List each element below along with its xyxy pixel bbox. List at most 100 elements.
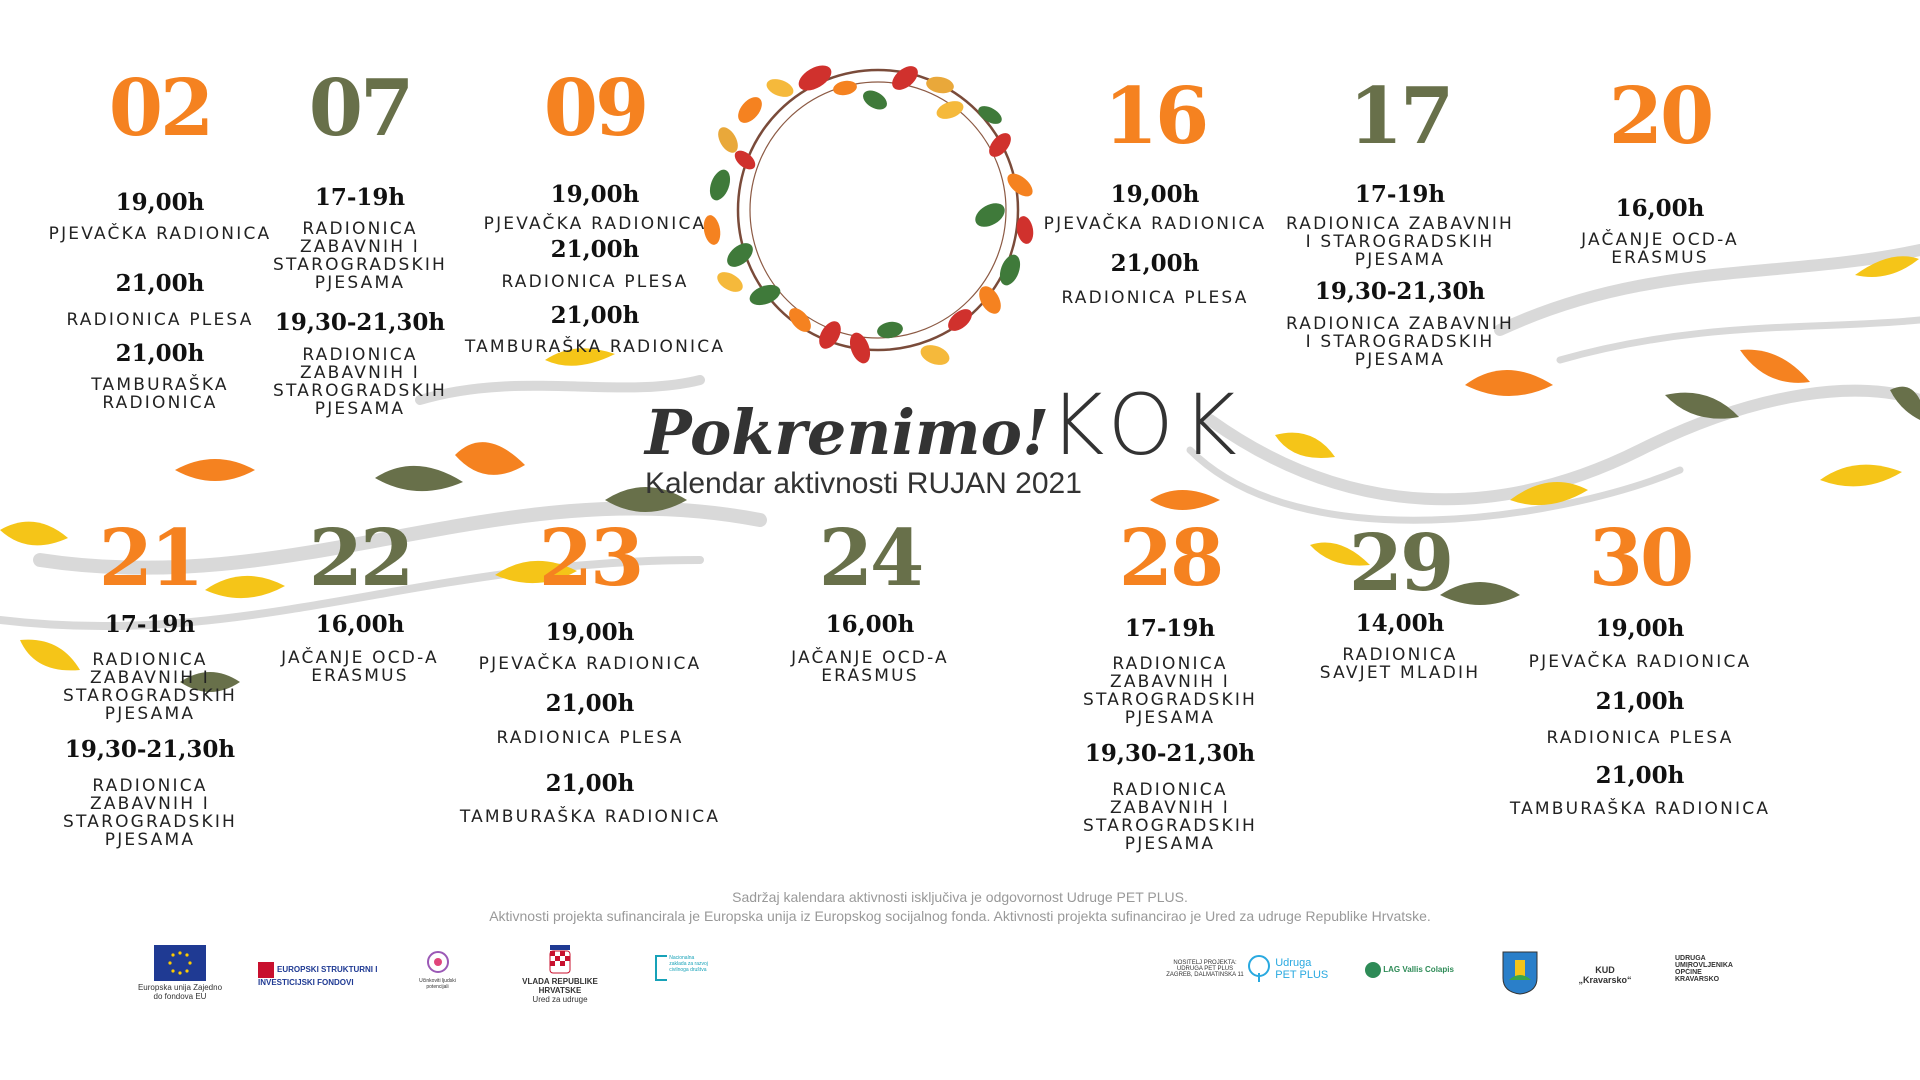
disclaimer-line-2: Aktivnosti projekta sufinancirala je Eur… xyxy=(489,908,1431,924)
activity: RADIONICA ZABAVNIH I STAROGRADSKIH PJESA… xyxy=(1285,313,1515,370)
day-24: 24 16,00h JAČANJE OCD-A ERASMUS xyxy=(770,513,970,687)
activity: PJEVAČKA RADIONICA xyxy=(1043,214,1267,235)
day-20: 20 16,00h JAČANJE OCD-A ERASMUS xyxy=(1560,71,1760,269)
activity: JAČANJE OCD-A ERASMUS xyxy=(1581,230,1739,269)
time: 17-19h xyxy=(1354,181,1446,208)
day-number: 30 xyxy=(1588,513,1695,604)
umirovljenici-logo: UDRUGA UMIROVLJENIKA OPĆINE KRAVARSKO xyxy=(1675,955,1733,983)
disclaimer-line-1: Sadržaj kalendara aktivnosti isključiva … xyxy=(732,889,1188,905)
time: 19,30-21,30h xyxy=(64,736,236,764)
activity: PJEVAČKA RADIONICA xyxy=(48,224,272,245)
day-number: 29 xyxy=(1348,518,1455,609)
lag-logo: LAG Vallis Colapis xyxy=(1365,962,1465,978)
tree-icon xyxy=(1248,955,1270,982)
zaklada-logo-text: Nacionalna zaklada za razvoj civilnoga d… xyxy=(669,955,708,973)
day-23: 23 19,00h PJEVAČKA RADIONICA 21,00h RADI… xyxy=(455,520,725,826)
time: 17-19h xyxy=(104,611,196,638)
time: 19,00h xyxy=(545,619,635,646)
disclaimer: Sadržaj kalendara aktivnosti isključiva … xyxy=(300,888,1620,926)
vlada-logo-text: VLADA REPUBLIKE HRVATSKE xyxy=(522,977,598,995)
lag-icon xyxy=(1365,962,1381,978)
zaklada-icon xyxy=(655,955,667,981)
day-21: 21 17-19h RADIONICA ZABAVNIH I STAROGRAD… xyxy=(50,520,250,849)
activity: PJEVAČKA RADIONICA xyxy=(478,654,702,675)
activity: RADIONICA PLESA xyxy=(496,727,684,748)
time: 14,00h xyxy=(1355,610,1445,637)
esf-logo-text: Učinkoviti ljudski potencijali xyxy=(419,978,456,990)
eu-flag-icon xyxy=(154,945,206,981)
activity: TAMBURAŠKA RADIONICA xyxy=(1509,798,1771,819)
eu-logo: Europska unija Zajedno do fondova EU xyxy=(135,945,225,1001)
crest-icon xyxy=(1502,951,1538,995)
day-number: 22 xyxy=(308,513,415,604)
activity: RADIONICA PLESA xyxy=(501,271,689,292)
day-number: 24 xyxy=(818,513,925,604)
time: 19,00h xyxy=(115,189,205,216)
activity: RADIONICA ZABAVNIH I STAROGRADSKIH PJESA… xyxy=(1285,214,1515,271)
time: 21,00h xyxy=(1595,688,1685,716)
calendar-subtitle: Kalendar aktivnosti RUJAN 2021 xyxy=(645,467,1082,500)
activity: PJEVAČKA RADIONICA xyxy=(483,214,707,235)
time: 19,00h xyxy=(1595,615,1685,642)
day-number: 02 xyxy=(108,63,215,154)
activity: RADIONICA ZABAVNIH I STAROGRADSKIH PJESA… xyxy=(62,650,238,725)
time: 21,00h xyxy=(550,301,640,329)
esif-logo-text: EUROPSKI STRUKTURNI I INVESTICIJSKI FOND… xyxy=(258,965,378,987)
municipality-crest xyxy=(1500,950,1540,998)
activity: RADIONICA ZABAVNIH I STAROGRADSKIH PJESA… xyxy=(272,219,448,294)
croatian-coat-of-arms-icon xyxy=(549,945,571,974)
brand-name: Pokrenimo! xyxy=(645,396,1050,469)
activity: RADIONICA SAVJET MLADIH xyxy=(1319,645,1481,684)
day-number: 16 xyxy=(1103,71,1210,162)
time: 21,00h xyxy=(1595,761,1685,789)
pet-plus-logo: Udruga PET PLUS xyxy=(1245,955,1335,983)
activity: RADIONICA ZABAVNIH I STAROGRADSKIH PJESA… xyxy=(1082,654,1258,729)
time: 16,00h xyxy=(825,611,915,638)
day-number: 17 xyxy=(1348,71,1455,162)
pet-plus-logo-text: Udruga PET PLUS xyxy=(1275,957,1329,981)
nositelj-text: NOSITELJ PROJEKTA: UDRUGA PET PLUS ZAGRE… xyxy=(1166,960,1244,978)
activity: TAMBURAŠKA RADIONICA xyxy=(464,336,726,357)
time: 19,30-21,30h xyxy=(1084,740,1256,768)
activity: PJEVAČKA RADIONICA xyxy=(1528,652,1752,673)
day-22: 22 16,00h JAČANJE OCD-A ERASMUS xyxy=(255,513,465,686)
brand-kok: KOK xyxy=(1049,376,1245,474)
eu-logo-text: Europska unija Zajedno do fondova EU xyxy=(137,983,223,1001)
time: 17-19h xyxy=(314,184,406,211)
esif-logo: EUROPSKI STRUKTURNI I INVESTICIJSKI FOND… xyxy=(258,962,378,987)
time: 21,00h xyxy=(115,339,205,367)
day-number: 20 xyxy=(1608,71,1715,162)
day-30: 30 19,00h PJEVAČKA RADIONICA 21,00h RADI… xyxy=(1505,520,1775,818)
time: 21,00h xyxy=(545,769,635,797)
activity: RADIONICA PLESA xyxy=(1061,287,1249,308)
day-number: 28 xyxy=(1118,513,1225,604)
time: 21,00h xyxy=(115,270,205,298)
day-number: 07 xyxy=(308,63,415,154)
kud-logo: KUD „Kravarsko“ xyxy=(1578,965,1632,985)
flower-icon xyxy=(426,951,449,973)
time: 16,00h xyxy=(315,611,405,638)
time: 21,00h xyxy=(550,236,640,264)
activity: RADIONICA PLESA xyxy=(1546,727,1734,748)
lag-logo-text: LAG Vallis Colapis xyxy=(1383,965,1454,975)
activity: RADIONICA ZABAVNIH I STAROGRADSKIH PJESA… xyxy=(272,344,448,419)
leaf-wreath xyxy=(703,65,1034,365)
day-29: 29 14,00h RADIONICA SAVJET MLADIH xyxy=(1310,518,1490,684)
title-block: Pokrenimo!KOK Kalendar aktivnosti RUJAN … xyxy=(645,383,1237,501)
time: 19,00h xyxy=(1110,181,1200,208)
day-number: 21 xyxy=(98,513,205,604)
activity: JAČANJE OCD-A ERASMUS xyxy=(791,648,949,687)
activity: TAMBURAŠKA RADIONICA xyxy=(91,374,229,413)
day-02: 02 19,00h PJEVAČKA RADIONICA 21,00h RADI… xyxy=(30,70,290,412)
esf-logo: Učinkoviti ljudski potencijali xyxy=(410,948,465,990)
day-number: 23 xyxy=(538,513,645,604)
activity: RADIONICA PLESA xyxy=(66,309,254,330)
vlada-logo-subtext: Ured za udruge xyxy=(532,995,588,1004)
day-17: 17 17-19h RADIONICA ZABAVNIH I STAROGRAD… xyxy=(1285,78,1515,369)
day-28: 28 17-19h RADIONICA ZABAVNIH I STAROGRAD… xyxy=(1060,520,1280,853)
day-09: 09 19,00h PJEVAČKA RADIONICA 21,00h RADI… xyxy=(460,70,730,356)
time: 19,00h xyxy=(550,181,640,208)
activity: RADIONICA ZABAVNIH I STAROGRADSKIH PJESA… xyxy=(1082,779,1258,854)
activity: RADIONICA ZABAVNIH I STAROGRADSKIH PJESA… xyxy=(62,775,238,850)
time: 19,30-21,30h xyxy=(1314,278,1486,306)
